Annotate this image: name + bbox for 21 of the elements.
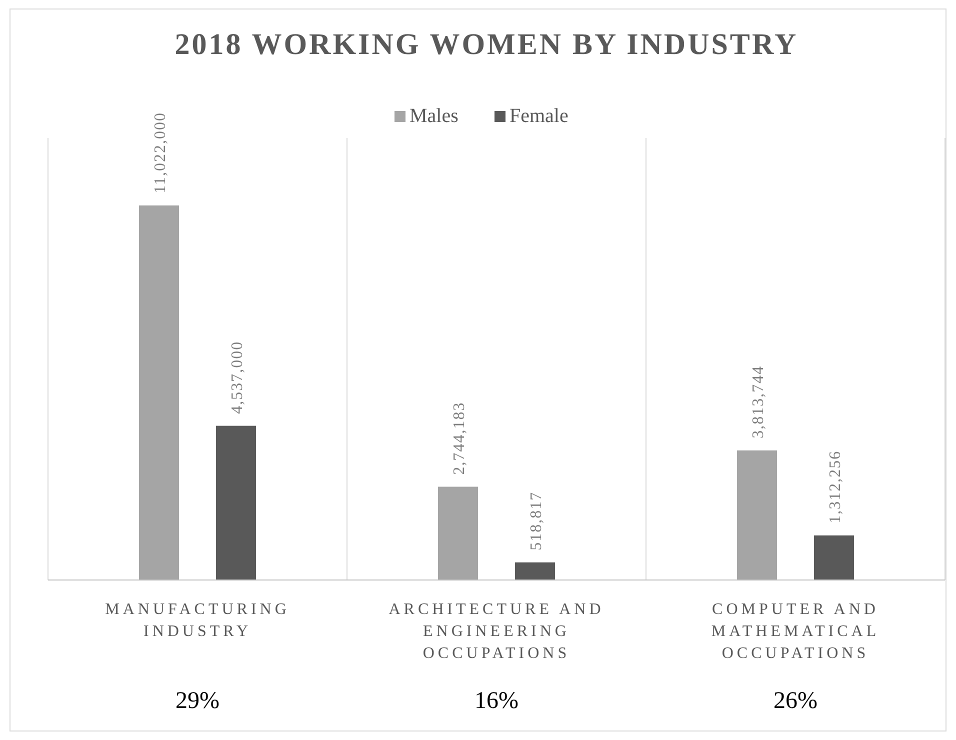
bar xyxy=(216,426,256,580)
legend-label: Males xyxy=(410,105,459,127)
legend-label: Female xyxy=(510,105,568,127)
text: 29% xyxy=(176,688,220,714)
x-tick-label: ARCHITECTURE AND ENGINEERING OCCUPATIONS xyxy=(388,601,604,662)
x-tick-label: COMPUTER AND MATHEMATICAL OCCUPATIONS xyxy=(711,601,880,662)
bar xyxy=(438,486,478,580)
bar xyxy=(737,450,777,580)
data-label: 11,022,000 xyxy=(152,112,169,194)
x-tick-label: MANUFACTURING INDUSTRY xyxy=(105,601,290,640)
data-label: 4,537,000 xyxy=(229,340,246,414)
text: 26% xyxy=(774,688,818,714)
bar xyxy=(515,562,555,580)
data-label: 3,813,744 xyxy=(750,365,767,438)
text: 16% xyxy=(474,688,518,714)
data-label: 1,312,256 xyxy=(827,450,844,524)
chart-title: 2018 WORKING WOMEN BY INDUSTRY xyxy=(174,28,798,61)
bar xyxy=(814,535,854,580)
bar xyxy=(139,205,179,580)
data-label: 518,817 xyxy=(528,491,545,550)
data-label: 2,744,183 xyxy=(451,402,468,475)
